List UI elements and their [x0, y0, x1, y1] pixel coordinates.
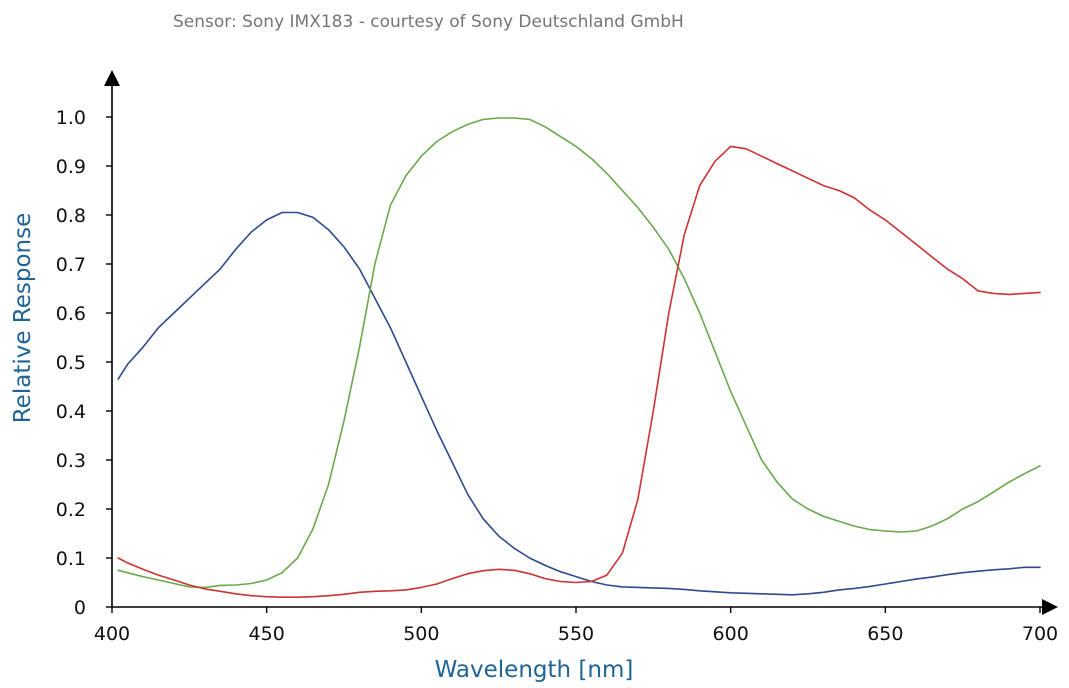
- y-tick-label: 0.1: [56, 548, 86, 570]
- x-tick-label: 450: [249, 623, 285, 645]
- x-tick-label: 600: [713, 623, 749, 645]
- y-axis-title: Relative Response: [10, 213, 36, 424]
- red-response-line: [117, 145, 1041, 599]
- x-axis-arrow: [1042, 599, 1058, 615]
- y-tick-label: 0.8: [56, 205, 86, 227]
- x-ticks: 400 450 500 550 600 650 700: [94, 607, 1058, 645]
- x-tick-label: 500: [403, 623, 439, 645]
- y-tick-label: 0.2: [56, 499, 86, 521]
- y-tick-label: 0.7: [56, 254, 86, 276]
- chart-title: Sensor: Sony IMX183 - courtesy of Sony D…: [173, 12, 684, 32]
- y-tick-label: 0.5: [56, 352, 86, 374]
- y-tick-label: 0.6: [56, 303, 86, 325]
- x-tick-label: 400: [94, 623, 130, 645]
- x-axis: [112, 599, 1058, 615]
- y-tick-label: 0.3: [56, 450, 86, 472]
- y-tick-label: 0: [74, 597, 86, 619]
- series-layer: [117, 117, 1041, 599]
- x-tick-label: 650: [867, 623, 903, 645]
- y-tick-label: 0.4: [56, 401, 86, 423]
- y-ticks: 0 0.1 0.2 0.3 0.4 0.5 0.6 0.7 0.8 0.9 1.0: [56, 107, 112, 619]
- x-tick-label: 550: [558, 623, 594, 645]
- blue-response-line: [117, 211, 1041, 596]
- y-axis-arrow: [104, 70, 120, 86]
- x-tick-label: 700: [1022, 623, 1058, 645]
- y-tick-label: 1.0: [56, 107, 86, 129]
- y-tick-label: 0.9: [56, 156, 86, 178]
- green-response-line: [117, 117, 1041, 589]
- x-axis-title: Wavelength [nm]: [435, 657, 634, 683]
- y-axis: [104, 70, 120, 607]
